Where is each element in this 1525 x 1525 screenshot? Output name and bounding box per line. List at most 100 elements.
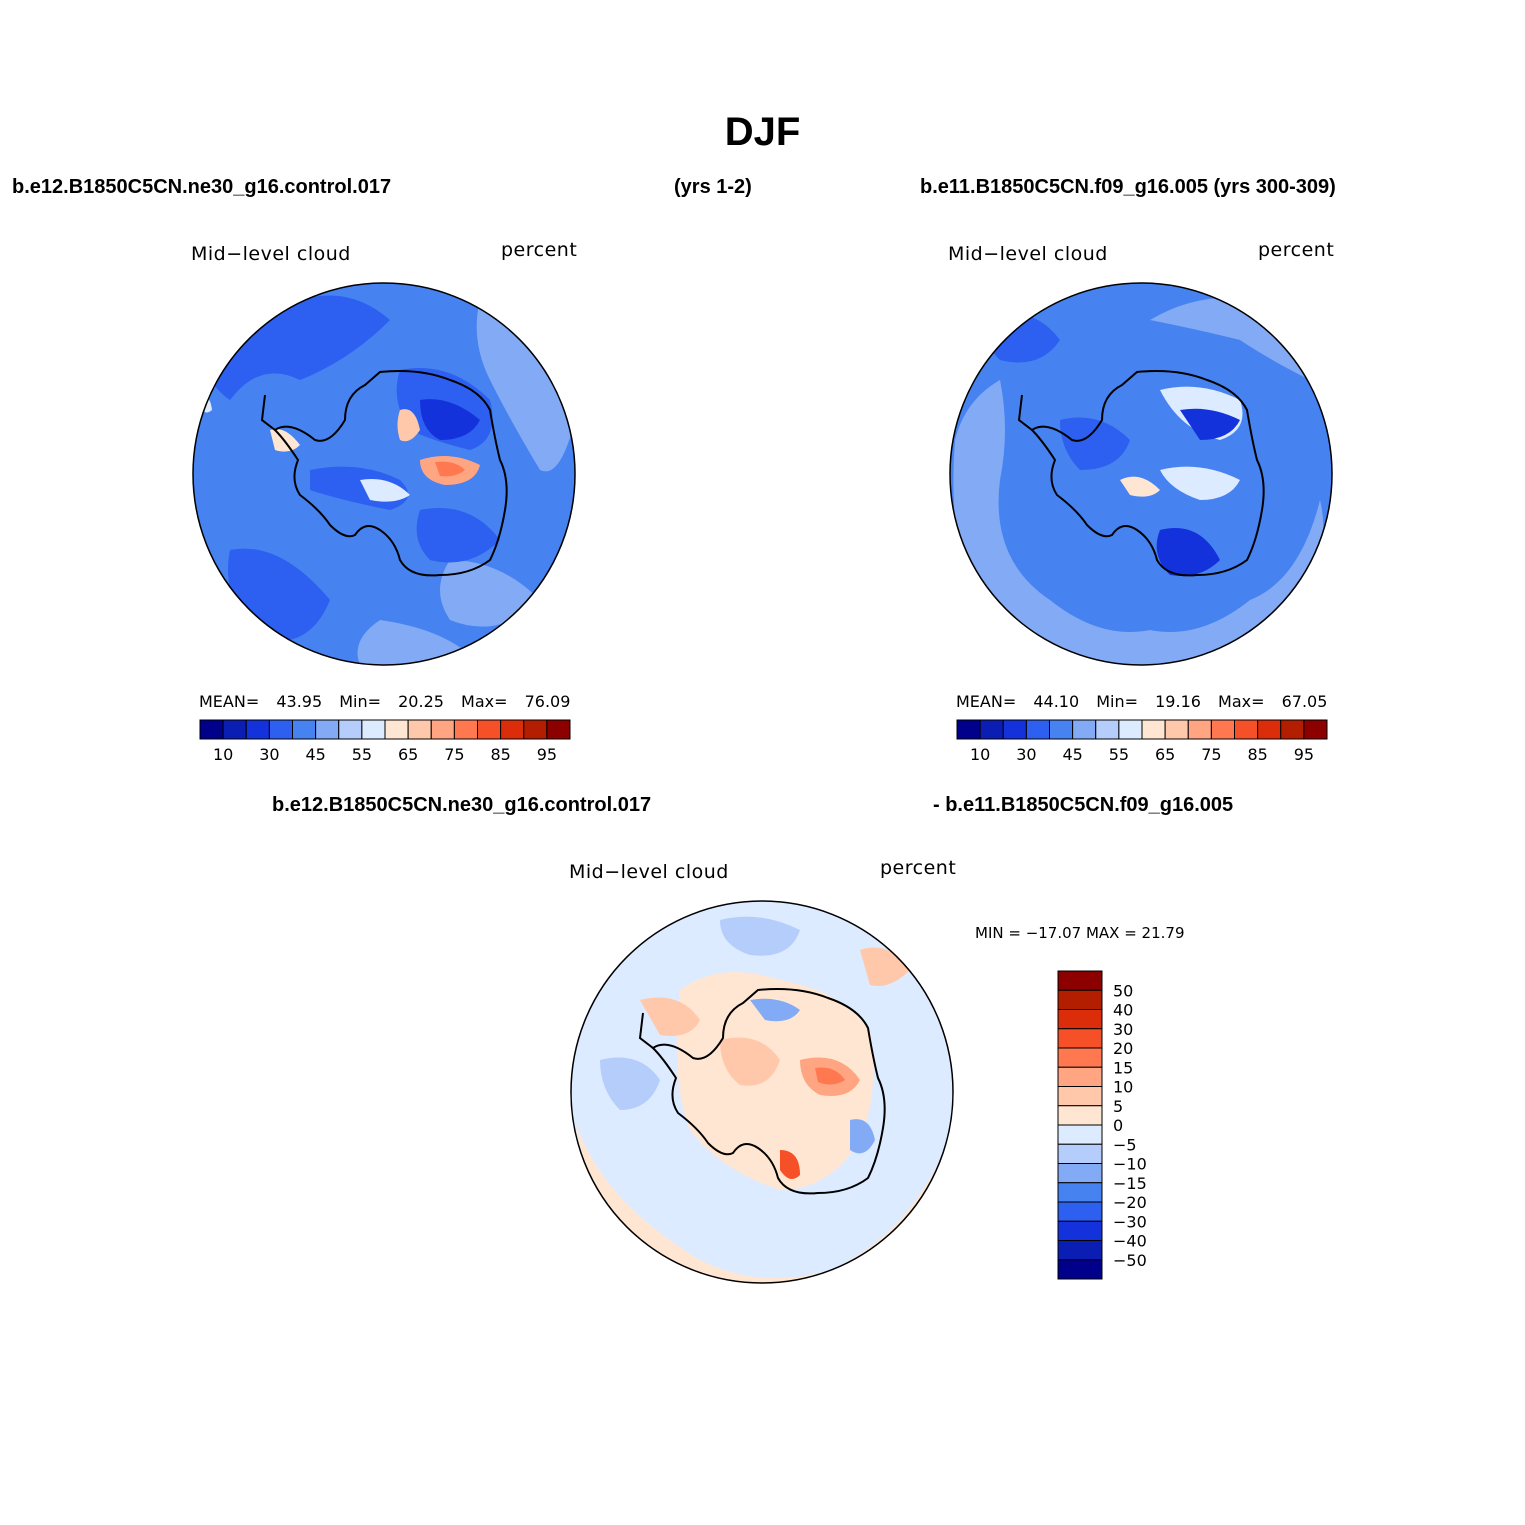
bottom-colorbar-tick-label: −50	[1113, 1251, 1147, 1270]
top-left-min-label: Min=	[339, 692, 382, 711]
bottom-colorbar-swatch	[1057, 1163, 1103, 1184]
top-right-colorbar-tick-label: 65	[1155, 745, 1175, 764]
bottom-colorbar-tick-label: −40	[1113, 1232, 1147, 1251]
top-left-mean-value: 43.95	[276, 692, 323, 711]
bottom-colorbar-tick-label: −20	[1113, 1193, 1147, 1212]
top-left-colorbar-swatch	[546, 719, 571, 740]
bottom-colorbar-swatch	[1057, 1143, 1103, 1164]
top-left-max-value: 76.09	[524, 692, 571, 711]
top-right-colorbar-swatch	[1234, 719, 1259, 740]
top-right-colorbar-swatch	[956, 719, 981, 740]
bottom-colorbar-tick-label: 15	[1113, 1058, 1133, 1077]
top-left-colorbar-tick-label: 10	[213, 745, 233, 764]
bottom-colorbar-tick-label: 50	[1113, 981, 1133, 1000]
top-right-mean-label: MEAN=	[956, 692, 1017, 711]
top-left-colorbar-tick-label: 30	[259, 745, 279, 764]
top-left-colorbar-tick-label: 95	[537, 745, 557, 764]
bottom-colorbar-swatch	[1057, 1009, 1103, 1030]
top-right-colorbar-tick-label: 55	[1109, 745, 1129, 764]
top-left-variable-label: Mid−level cloud	[191, 243, 351, 265]
top-right-units-label: percent	[1258, 239, 1335, 261]
bottom-colorbar-swatch	[1057, 1182, 1103, 1203]
top-left-mean-label: MEAN=	[199, 692, 260, 711]
bottom-colorbar-tick-label: −15	[1113, 1174, 1147, 1193]
top-left-max-label: Max=	[461, 692, 508, 711]
top-right-colorbar-swatch	[1118, 719, 1143, 740]
top-left-colorbar-swatch	[361, 719, 386, 740]
top-left-colorbar-tick-label: 85	[490, 745, 510, 764]
bottom-colorbar-tick-label: 20	[1113, 1039, 1133, 1058]
top-left-colorbar-tick-label: 45	[305, 745, 325, 764]
top-left-colorbar-swatch	[315, 719, 340, 740]
top-right-colorbar-swatch	[1257, 719, 1282, 740]
top-right-colorbar-swatch	[1303, 719, 1328, 740]
top-right-max-value: 67.05	[1281, 692, 1328, 711]
top-right-colorbar-swatch	[1072, 719, 1097, 740]
top-left-colorbar-tick-label: 65	[398, 745, 418, 764]
top-left-colorbar-swatch	[477, 719, 502, 740]
bottom-colorbar-tick-label: −10	[1113, 1155, 1147, 1174]
top-right-colorbar-swatch	[1049, 719, 1074, 740]
bottom-colorbar-swatch	[1057, 1259, 1103, 1280]
bottom-colorbar-swatch	[1057, 1201, 1103, 1222]
top-right-min-value: 19.16	[1155, 692, 1201, 711]
top-right-colorbar-swatch	[1025, 719, 1050, 740]
bottom-colorbar-swatch	[1057, 1240, 1103, 1261]
bottom-colorbar-tick-label: 0	[1113, 1116, 1123, 1135]
top-left-stats: MEAN= 43.95 Min= 20.25 Max= 76.09	[199, 692, 570, 711]
bottom-contour-field	[571, 901, 953, 1283]
bottom-coastline	[651, 988, 886, 1195]
diff-case-b-label: - b.e11.B1850C5CN.f09_g16.005	[933, 794, 1234, 816]
bottom-colorbar-swatch	[1057, 1066, 1103, 1087]
top-right-colorbar-tick-label: 30	[1016, 745, 1036, 764]
top-left-colorbar-tick-label: 75	[444, 745, 464, 764]
bottom-colorbar-swatch	[1057, 1124, 1103, 1145]
top-right-colorbar-tick-label: 10	[970, 745, 990, 764]
top-right-colorbar-swatch	[1210, 719, 1235, 740]
top-left-contour-field	[193, 283, 575, 665]
top-left-colorbar-swatch	[407, 719, 432, 740]
top-left-min-value: 20.25	[398, 692, 444, 711]
top-right-variable-label: Mid−level cloud	[948, 243, 1108, 265]
top-left-colorbar-swatch	[500, 719, 525, 740]
diff-case-a-label: b.e12.B1850C5CN.ne30_g16.control.017	[272, 794, 652, 816]
bottom-colorbar-tick-label: −5	[1113, 1135, 1137, 1154]
top-right-colorbar-tick-label: 75	[1201, 745, 1221, 764]
top-left-colorbar-swatch	[523, 719, 548, 740]
top-right-colorbar-swatch	[1002, 719, 1027, 740]
bottom-colorbar-tick-label: 40	[1113, 1001, 1133, 1020]
years-a-label: (yrs 1-2)	[674, 176, 752, 198]
bottom-colorbar-swatch	[1057, 1047, 1103, 1068]
top-right-min-label: Min=	[1096, 692, 1139, 711]
top-left-colorbar-swatch	[268, 719, 293, 740]
bottom-min-max-stats: MIN = −17.07 MAX = 21.79	[975, 924, 1185, 942]
bottom-colorbar-tick-label: 10	[1113, 1078, 1133, 1097]
bottom-colorbar-tick-label: 5	[1113, 1097, 1123, 1116]
top-left-coastline	[273, 370, 508, 577]
top-right-colorbar: 10 30 45 55 65 75 85 95	[956, 719, 1328, 764]
top-right-colorbar-swatch	[1095, 719, 1120, 740]
top-left-colorbar-swatch	[245, 719, 270, 740]
top-left-colorbar-swatch	[338, 719, 363, 740]
bottom-variable-label: Mid−level cloud	[569, 861, 729, 883]
top-right-mean-value: 44.10	[1033, 692, 1080, 711]
top-left-colorbar-swatch	[292, 719, 317, 740]
top-right-colorbar-swatch	[1164, 719, 1189, 740]
bottom-units-label: percent	[880, 857, 957, 879]
top-left-colorbar-swatch	[199, 719, 224, 740]
case-a-label: b.e12.B1850C5CN.ne30_g16.control.017	[12, 176, 392, 198]
bottom-colorbar-tick-label: 30	[1113, 1020, 1133, 1039]
top-right-contour-field	[950, 283, 1332, 665]
top-right-max-label: Max=	[1218, 692, 1265, 711]
top-right-stats: MEAN= 44.10 Min= 19.16 Max= 67.05	[956, 692, 1327, 711]
figure-title: DJF	[724, 110, 801, 154]
top-right-colorbar-tick-label: 95	[1294, 745, 1314, 764]
top-left-colorbar-swatch	[222, 719, 247, 740]
top-right-colorbar-swatch	[1187, 719, 1212, 740]
top-left-colorbar: 10 30 45 55 65 75 85 95	[199, 719, 571, 764]
top-right-colorbar-swatch	[1141, 719, 1166, 740]
bottom-colorbar-swatch	[1057, 1105, 1103, 1126]
top-left-colorbar-swatch	[453, 719, 478, 740]
top-right-colorbar-swatch	[1280, 719, 1305, 740]
